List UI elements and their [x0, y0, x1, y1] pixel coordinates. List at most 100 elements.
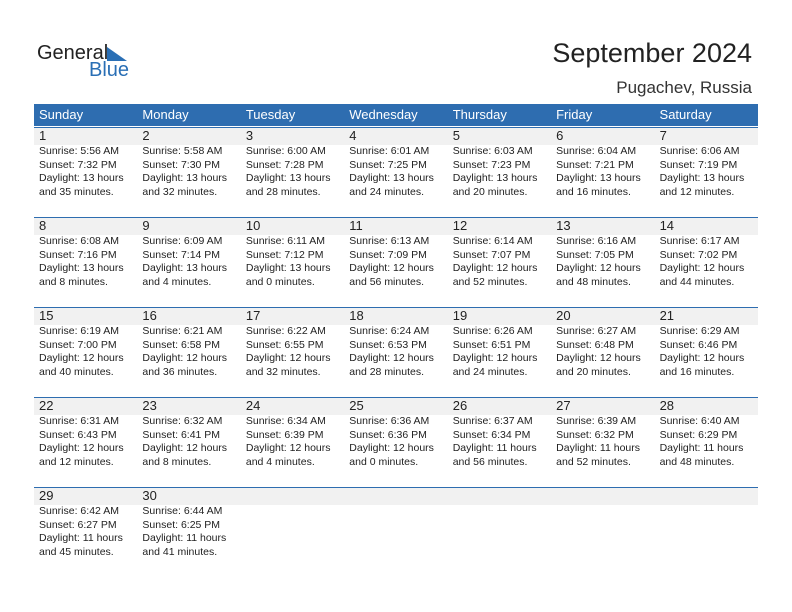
daylight-minutes: and 41 minutes. — [142, 545, 218, 558]
daylight-minutes: and 20 minutes. — [452, 185, 528, 198]
daylight: Daylight: 11 hours — [39, 532, 123, 545]
weekday-monday: Monday — [142, 107, 189, 122]
day-number: 3 — [245, 128, 254, 143]
sunset: Sunset: 7:00 PM — [39, 338, 117, 351]
day-number: 5 — [452, 128, 460, 143]
sunrise: Sunrise: 6:09 AM — [142, 235, 223, 247]
daylight-minutes: and 4 minutes. — [245, 455, 315, 468]
daylight: Daylight: 11 hours — [142, 532, 227, 545]
day-number: 25 — [349, 398, 364, 413]
weekday-thursday: Thursday — [452, 107, 507, 122]
day-number: 22 — [39, 398, 54, 413]
day-cell: 12 Sunrise: 6:14 AM Sunset: 7:07 PM Dayl… — [448, 217, 551, 307]
day-number-band — [34, 487, 758, 505]
sunrise: Sunrise: 6:01 AM — [349, 145, 430, 157]
day-cell: 18 Sunrise: 6:24 AM Sunset: 6:53 PM Dayl… — [344, 307, 447, 397]
week-row: 15 Sunrise: 6:19 AM Sunset: 7:00 PM Dayl… — [34, 307, 758, 397]
sunrise: Sunrise: 5:58 AM — [142, 145, 223, 157]
sunset: Sunset: 6:43 PM — [39, 428, 117, 441]
day-number: 21 — [659, 308, 675, 323]
sunset: Sunset: 7:32 PM — [39, 158, 117, 171]
day-cell: 10 Sunrise: 6:11 AM Sunset: 7:12 PM Dayl… — [241, 217, 344, 307]
daylight-minutes: and 24 minutes. — [349, 185, 424, 198]
sunrise: Sunrise: 6:31 AM — [39, 415, 119, 427]
daylight: Daylight: 13 hours — [556, 172, 641, 185]
sunset: Sunset: 7:12 PM — [245, 248, 324, 261]
sunset: Sunset: 7:07 PM — [452, 248, 531, 261]
daylight: Daylight: 12 hours — [142, 442, 228, 455]
daylight-minutes: and 8 minutes. — [39, 275, 108, 288]
daylight: Daylight: 12 hours — [349, 352, 434, 365]
weekday-friday: Friday — [556, 107, 593, 122]
sunrise: Sunrise: 6:22 AM — [245, 325, 326, 337]
sunrise: Sunrise: 6:00 AM — [245, 145, 326, 157]
day-cell: 17 Sunrise: 6:22 AM Sunset: 6:55 PM Dayl… — [241, 307, 344, 397]
sunset: Sunset: 6:53 PM — [349, 338, 427, 351]
sunset: Sunset: 7:02 PM — [659, 248, 738, 261]
sunset: Sunset: 7:16 PM — [39, 248, 117, 261]
daylight: Daylight: 12 hours — [142, 352, 228, 365]
sunset: Sunset: 6:39 PM — [245, 428, 324, 441]
daylight-minutes: and 35 minutes. — [39, 185, 114, 198]
day-cell: 3 Sunrise: 6:00 AM Sunset: 7:28 PM Dayli… — [241, 127, 344, 217]
daylight-minutes: and 32 minutes. — [142, 185, 218, 198]
logo: General Blue — [37, 42, 137, 82]
daylight-minutes: and 0 minutes. — [349, 455, 419, 468]
daylight-minutes: and 36 minutes. — [142, 365, 218, 378]
daylight-minutes: and 12 minutes. — [659, 185, 735, 198]
daylight: Daylight: 12 hours — [556, 262, 641, 275]
week-row: 8 Sunrise: 6:08 AM Sunset: 7:16 PM Dayli… — [34, 217, 758, 307]
sunset: Sunset: 6:41 PM — [142, 428, 221, 441]
daylight-minutes: and 32 minutes. — [245, 365, 321, 378]
daylight: Daylight: 12 hours — [39, 442, 124, 455]
day-cell: 9 Sunrise: 6:09 AM Sunset: 7:14 PM Dayli… — [137, 217, 240, 307]
sunset: Sunset: 6:48 PM — [556, 338, 634, 351]
daylight-minutes: and 16 minutes. — [556, 185, 631, 198]
weekday-sunday: Sunday — [39, 107, 84, 122]
day-cell: 19 Sunrise: 6:26 AM Sunset: 6:51 PM Dayl… — [448, 307, 551, 397]
daylight: Daylight: 12 hours — [39, 352, 124, 365]
daylight: Daylight: 13 hours — [659, 172, 745, 185]
daylight: Daylight: 12 hours — [349, 442, 434, 455]
sunrise: Sunrise: 6:24 AM — [349, 325, 430, 337]
sunset: Sunset: 7:09 PM — [349, 248, 427, 261]
sunset: Sunset: 7:23 PM — [452, 158, 531, 171]
daylight: Daylight: 12 hours — [452, 352, 538, 365]
sunrise: Sunrise: 6:03 AM — [452, 145, 533, 157]
sunset: Sunset: 6:55 PM — [245, 338, 324, 351]
day-number: 12 — [452, 218, 468, 233]
daylight-minutes: and 52 minutes. — [452, 275, 528, 288]
sunrise: Sunrise: 6:34 AM — [245, 415, 326, 427]
sunrise: Sunrise: 6:11 AM — [245, 235, 326, 247]
daylight-minutes: and 0 minutes. — [245, 275, 315, 288]
daylight: Daylight: 11 hours — [659, 442, 744, 455]
day-number: 28 — [659, 398, 675, 413]
day-number: 24 — [245, 398, 261, 413]
daylight: Daylight: 11 hours — [452, 442, 537, 455]
day-cell: 26 Sunrise: 6:37 AM Sunset: 6:34 PM Dayl… — [448, 397, 551, 487]
day-number: 9 — [142, 218, 150, 233]
daylight-minutes: and 56 minutes. — [349, 275, 424, 288]
day-number: 26 — [452, 398, 468, 413]
sunrise: Sunrise: 6:08 AM — [39, 235, 119, 247]
sunset: Sunset: 7:19 PM — [659, 158, 738, 171]
day-number-band — [34, 307, 758, 325]
sunrise: Sunrise: 6:40 AM — [659, 415, 740, 427]
sunset: Sunset: 7:30 PM — [142, 158, 221, 171]
day-number: 17 — [245, 308, 261, 323]
sunset: Sunset: 6:32 PM — [556, 428, 634, 441]
day-cell: 4 Sunrise: 6:01 AM Sunset: 7:25 PM Dayli… — [344, 127, 447, 217]
sunrise: Sunrise: 6:44 AM — [142, 505, 223, 517]
day-number: 2 — [142, 128, 150, 143]
day-number-band — [34, 217, 758, 235]
location: Pugachev, Russia — [616, 78, 752, 97]
daylight-minutes: and 28 minutes. — [349, 365, 424, 378]
daylight-minutes: and 20 minutes. — [556, 365, 631, 378]
sunset: Sunset: 6:27 PM — [39, 518, 117, 531]
day-cell: 6 Sunrise: 6:04 AM Sunset: 7:21 PM Dayli… — [551, 127, 654, 217]
day-cell: 22 Sunrise: 6:31 AM Sunset: 6:43 PM Dayl… — [34, 397, 137, 487]
daylight: Daylight: 12 hours — [245, 352, 331, 365]
day-number: 30 — [142, 488, 157, 503]
sunset: Sunset: 6:34 PM — [452, 428, 531, 441]
daylight-minutes: and 16 minutes. — [659, 365, 735, 378]
